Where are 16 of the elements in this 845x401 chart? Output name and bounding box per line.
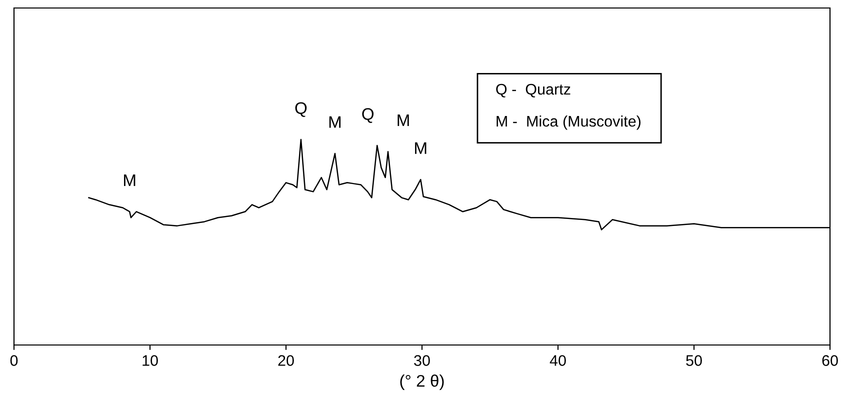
x-tick-label: 0 — [10, 355, 18, 366]
annotation: M — [415, 142, 426, 154]
text: M - Mica (Muscovite) — [496, 115, 640, 130]
x-tick-label: 30 — [414, 355, 430, 366]
x-tick-label: 60 — [822, 355, 838, 366]
text: Q - Quartz — [496, 84, 570, 98]
annotation: Q — [362, 108, 374, 123]
x-tick-label: 20 — [278, 355, 294, 366]
annotation: M — [124, 174, 136, 186]
x-tick-label: 50 — [686, 355, 702, 366]
annotation: M — [398, 114, 409, 126]
annotation: Q — [295, 102, 307, 117]
x-axis-title: (° 2 θ) — [400, 374, 444, 390]
x-tick-label: 40 — [550, 355, 566, 366]
annotation: M — [329, 116, 341, 128]
x-tick-label: 10 — [142, 355, 158, 366]
